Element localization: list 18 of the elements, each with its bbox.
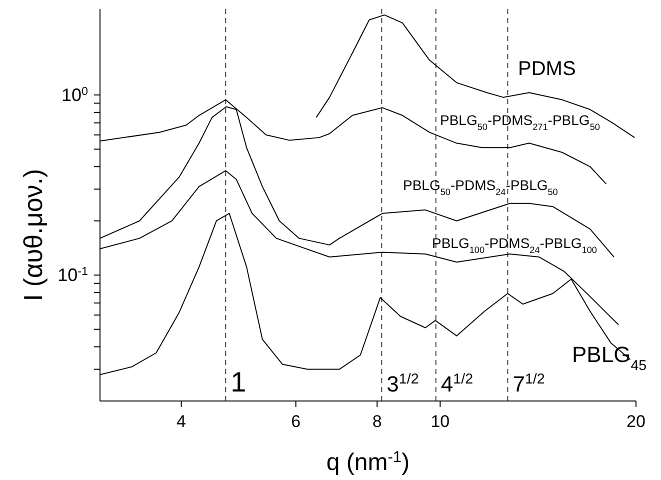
series-label: PBLG$_{45}$ xyxy=(572,342,647,374)
annotation: 1 xyxy=(230,366,246,398)
annotation: 4$^{1/2}$ xyxy=(440,372,474,397)
x-tick-label: 4 xyxy=(176,412,186,431)
x-tick-label: 10 xyxy=(430,412,450,431)
y-axis-title: I (αυθ.μον.) xyxy=(18,168,48,302)
x-tick-label: 6 xyxy=(291,412,301,431)
annotation: 7$^{1/2}$ xyxy=(512,372,545,397)
y-tick-label: 10$^{-1}$ xyxy=(58,264,88,286)
series-label: PBLG$_{100}$-PDMS$_{24}$-PBLG$_{100}$ xyxy=(432,235,597,255)
annotation: 3$^{1/2}$ xyxy=(386,372,419,397)
series-label: PDMS xyxy=(518,58,576,80)
series-label: PBLG$_{50}$-PDMS$_{24}$-PBLG$_{50}$ xyxy=(403,177,558,197)
series-label: PBLG$_{50}$-PDMS$_{271}$-PBLG$_{50}$ xyxy=(440,112,600,132)
x-axis-title: q (nm$^{-1}$) xyxy=(326,448,410,476)
x-tick-label: 8 xyxy=(372,412,382,431)
x-tick-label: 20 xyxy=(626,412,646,431)
y-tick-label: 10$^{0}$ xyxy=(61,84,88,105)
